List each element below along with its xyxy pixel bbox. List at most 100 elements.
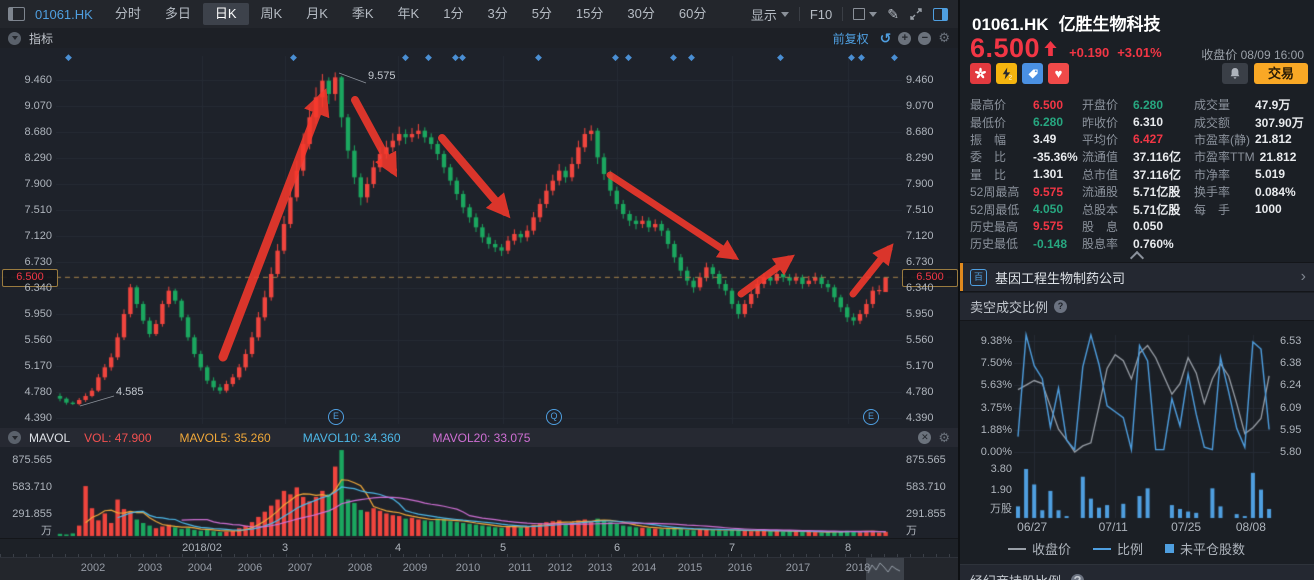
- indicator-settings-gear-icon[interactable]: ⚙: [938, 429, 950, 445]
- panel-toggle-icon[interactable]: [933, 7, 948, 21]
- price-row: 6.500 +0.190 +3.01%: [970, 33, 1162, 64]
- undo-icon[interactable]: ↺: [879, 29, 892, 46]
- period-tab-3[interactable]: 周K: [260, 6, 283, 21]
- stats-column-1: 最高价 6.500 最低价 6.280 振 幅 3.49 委 比 -35.36% 量 比 1.30…: [970, 96, 1078, 253]
- period-tabs: 分时 多日 日K 周K 月K 季K 年K 1分 3分 5分 15分 30分 60分: [103, 0, 719, 28]
- short-sell-title: 卖空成交比例: [970, 300, 1049, 315]
- period-tab-2[interactable]: 日K: [202, 3, 249, 25]
- stat-row: 总市值 37.116亿: [1082, 167, 1182, 182]
- stat-row: 市盈率(静) 21.812: [1194, 132, 1292, 147]
- period-tab-10[interactable]: 15分: [575, 6, 604, 21]
- indicator-collapse-icon[interactable]: [8, 31, 21, 45]
- period-tab-12[interactable]: 60分: [678, 6, 707, 21]
- hk-market-icon: [970, 63, 991, 84]
- stat-row: 股息率 0.760%: [1082, 236, 1174, 252]
- broker-holdings-section-header[interactable]: 经纪商持股比例 ?: [960, 564, 1314, 580]
- navigator-sparkline: [866, 558, 904, 580]
- mavol-collapse-icon[interactable]: [8, 431, 21, 444]
- indicator-bar: 指标 前复权 ↺ + − ⚙: [0, 28, 958, 49]
- candle-style-icon: [853, 8, 866, 20]
- stat-row: 最高价 6.500: [970, 97, 1064, 113]
- indicator-label[interactable]: 指标: [29, 31, 54, 46]
- company-description: 基因工程生物制药公司: [995, 270, 1126, 286]
- broker-holdings-title: 经纪商持股比例: [970, 571, 1061, 580]
- display-label: 显示: [750, 7, 777, 23]
- candlestick-canvas[interactable]: [0, 48, 958, 428]
- favorite-heart-icon[interactable]: ♥: [1048, 63, 1069, 84]
- display-dropdown[interactable]: 显示: [751, 5, 789, 24]
- price-change-pct: +3.01%: [1117, 45, 1162, 60]
- stat-row: 52周最低 4.050: [970, 202, 1064, 217]
- trade-button[interactable]: 交易: [1254, 63, 1308, 84]
- volume-indicator-bar: MAVOL VOL: 47.900 MAVOL5: 35.260 MAVOL10…: [0, 428, 958, 447]
- close-indicator-icon[interactable]: ✕: [918, 431, 932, 444]
- navigator-selection[interactable]: [866, 558, 904, 580]
- chart-toolbar: 01061.HK 分时 多日 日K 周K 月K 季K 年K 1分 3分 5分 15分 30分 60分 显…: [0, 0, 958, 29]
- stat-row: 委 比 -35.36%: [970, 149, 1078, 165]
- label-tag-icon[interactable]: [1022, 63, 1043, 84]
- gray-line-swatch: [1008, 547, 1026, 550]
- chevron-down-icon: [869, 11, 878, 17]
- period-tab-1[interactable]: 多日: [164, 6, 191, 21]
- period-tab-8[interactable]: 3分: [487, 6, 508, 21]
- stock-title: 01061.HK 亿胜生物科技: [972, 10, 1161, 35]
- stats-column-2: 开盘价 6.280 昨收价 6.310 平均价 6.427 流通值 37.116亿 总市值 37.…: [1082, 96, 1181, 253]
- stat-row: 52周最高 9.575: [970, 184, 1064, 200]
- stat-row: 平均价 6.427: [1082, 132, 1164, 147]
- period-tab-5[interactable]: 季K: [351, 6, 374, 21]
- candlestick-chart[interactable]: 9.575 4.585 6.500 6.500: [0, 48, 958, 428]
- short-sell-chart-canvas[interactable]: [1010, 330, 1274, 522]
- adjust-mode-button[interactable]: 前复权: [832, 31, 869, 46]
- stock-name: 亿胜生物科技: [1058, 15, 1161, 34]
- price-change: +0.190: [1069, 45, 1110, 60]
- period-tab-4[interactable]: 月K: [306, 6, 328, 21]
- current-price-tag-left: 6.500: [2, 269, 58, 287]
- fullscreen-icon[interactable]: [909, 7, 923, 21]
- short-sell-section-header[interactable]: 卖空成交比例 ?: [960, 293, 1314, 321]
- lv2-quote-icon[interactable]: 2: [996, 63, 1017, 84]
- close-time-label: 收盘价 08/09 16:00: [1201, 48, 1304, 62]
- divider: [798, 7, 800, 21]
- stat-row: 流通股 5.71亿股: [1082, 185, 1181, 200]
- current-price-tag-right: 6.500: [902, 269, 958, 287]
- vol-value: VOL: 47.900: [84, 430, 152, 445]
- draw-tool-icon[interactable]: ✎: [887, 5, 899, 22]
- low-price-annotation: 4.585: [116, 386, 144, 398]
- period-tab-11[interactable]: 30分: [627, 6, 655, 21]
- zoom-out-icon[interactable]: −: [918, 31, 932, 45]
- stat-row: 市盈率TTM 21.812: [1194, 149, 1297, 165]
- settings-gear-icon[interactable]: ⚙: [938, 30, 950, 45]
- svg-text:2: 2: [1009, 76, 1013, 82]
- volume-pane[interactable]: [0, 447, 958, 538]
- alert-bell-button[interactable]: [1222, 63, 1248, 84]
- volume-canvas[interactable]: [0, 447, 958, 538]
- up-arrow-icon: [1044, 41, 1057, 56]
- help-icon[interactable]: ?: [1071, 573, 1085, 580]
- legend-ratio: 比例: [1093, 539, 1143, 558]
- period-tab-7[interactable]: 1分: [443, 6, 464, 21]
- symbol-label[interactable]: 01061.HK: [35, 6, 93, 22]
- stat-row: 量 比 1.301: [970, 167, 1064, 182]
- peak-price-annotation: 9.575: [368, 70, 396, 82]
- stat-row: 换手率 0.084%: [1194, 184, 1296, 200]
- mavol-title[interactable]: MAVOL: [29, 430, 71, 445]
- period-tab-9[interactable]: 5分: [531, 6, 552, 21]
- history-navigator[interactable]: [0, 557, 958, 580]
- zoom-in-icon[interactable]: +: [898, 31, 912, 45]
- stat-row: 市净率 5.019: [1194, 167, 1286, 182]
- f10-button[interactable]: F10: [809, 6, 833, 22]
- stat-row: 流通值 37.116亿: [1082, 150, 1182, 165]
- stock-code: 01061.HK: [972, 15, 1049, 34]
- period-tab-0[interactable]: 分时: [114, 6, 141, 21]
- stat-row: 股 息 0.050: [1082, 219, 1164, 234]
- stats-column-3: 成交量 47.9万 成交额 307.90万 市盈率(静) 21.812 市盈率TTM 21.8…: [1194, 96, 1304, 218]
- company-profile-row[interactable]: 百 基因工程生物制药公司 ›: [960, 262, 1314, 292]
- stat-row: 总股本 5.71亿股: [1082, 202, 1181, 217]
- layout-icon[interactable]: [8, 7, 25, 21]
- stat-row: 历史最高 9.575: [970, 219, 1064, 234]
- period-tab-6[interactable]: 年K: [397, 6, 420, 21]
- help-icon[interactable]: ?: [1054, 300, 1068, 313]
- chart-style-dropdown[interactable]: [853, 8, 878, 20]
- legend-close-price: 收盘价: [1008, 539, 1071, 558]
- short-sell-legend: 收盘价 比例 未平仓股数: [1008, 539, 1245, 558]
